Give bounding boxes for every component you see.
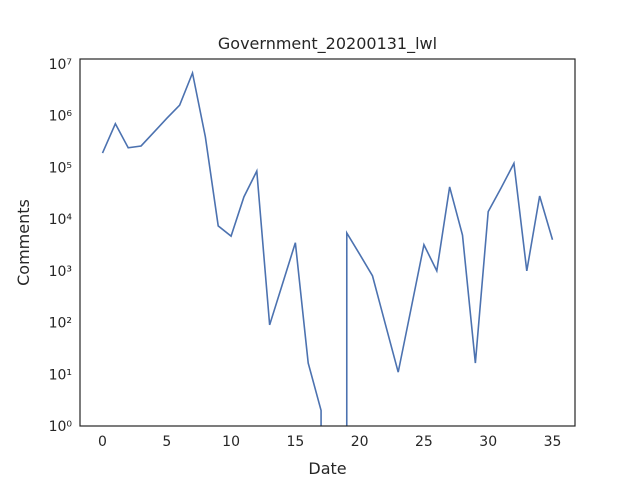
x-tick-label: 30	[479, 434, 497, 450]
data-line	[101, 70, 554, 426]
y-tick-label: 10⁶	[49, 109, 73, 125]
x-tick-label: 20	[351, 434, 369, 450]
y-tick-label: 10⁷	[49, 57, 72, 73]
y-tick-label: 10⁰	[49, 419, 73, 435]
x-tick-label: 0	[98, 434, 107, 450]
x-tick-label: 5	[162, 434, 171, 450]
x-tick-label: 10	[222, 434, 240, 450]
x-axis-label: Date	[308, 459, 346, 478]
x-tick-label: 35	[544, 434, 562, 450]
x-tick-label: 25	[415, 434, 433, 450]
y-tick-label: 10³	[49, 264, 72, 280]
chart-title: Government_20200131_lwl	[218, 34, 437, 54]
plot-frame	[79, 58, 576, 427]
y-tick-label: 10⁴	[49, 212, 73, 228]
y-axis-label: Comments	[14, 199, 33, 286]
x-tick-label: 15	[286, 434, 304, 450]
y-tick-label: 10¹	[49, 367, 72, 383]
y-tick-label: 10²	[49, 316, 72, 332]
y-tick-label: 10⁵	[49, 160, 72, 176]
